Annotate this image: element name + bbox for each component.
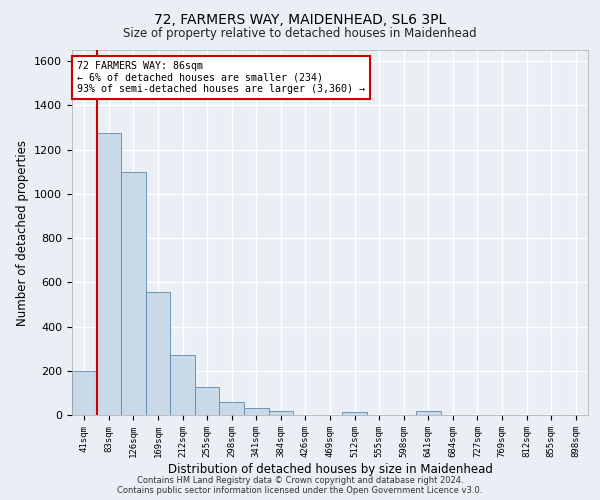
Bar bbox=[170, 356, 195, 415]
Bar bbox=[72, 371, 97, 415]
Bar bbox=[244, 408, 269, 415]
Bar bbox=[121, 172, 146, 415]
Bar bbox=[342, 412, 367, 415]
X-axis label: Distribution of detached houses by size in Maidenhead: Distribution of detached houses by size … bbox=[167, 462, 493, 475]
Text: 72, FARMERS WAY, MAIDENHEAD, SL6 3PL: 72, FARMERS WAY, MAIDENHEAD, SL6 3PL bbox=[154, 12, 446, 26]
Y-axis label: Number of detached properties: Number of detached properties bbox=[16, 140, 29, 326]
Bar bbox=[220, 402, 244, 415]
Bar bbox=[146, 292, 170, 415]
Text: Contains public sector information licensed under the Open Government Licence v3: Contains public sector information licen… bbox=[118, 486, 482, 495]
Text: Contains HM Land Registry data © Crown copyright and database right 2024.: Contains HM Land Registry data © Crown c… bbox=[137, 476, 463, 485]
Bar bbox=[269, 410, 293, 415]
Text: 72 FARMERS WAY: 86sqm
← 6% of detached houses are smaller (234)
93% of semi-deta: 72 FARMERS WAY: 86sqm ← 6% of detached h… bbox=[77, 61, 365, 94]
Bar bbox=[416, 411, 440, 415]
Bar bbox=[195, 388, 220, 415]
Text: Size of property relative to detached houses in Maidenhead: Size of property relative to detached ho… bbox=[123, 28, 477, 40]
Bar bbox=[97, 133, 121, 415]
